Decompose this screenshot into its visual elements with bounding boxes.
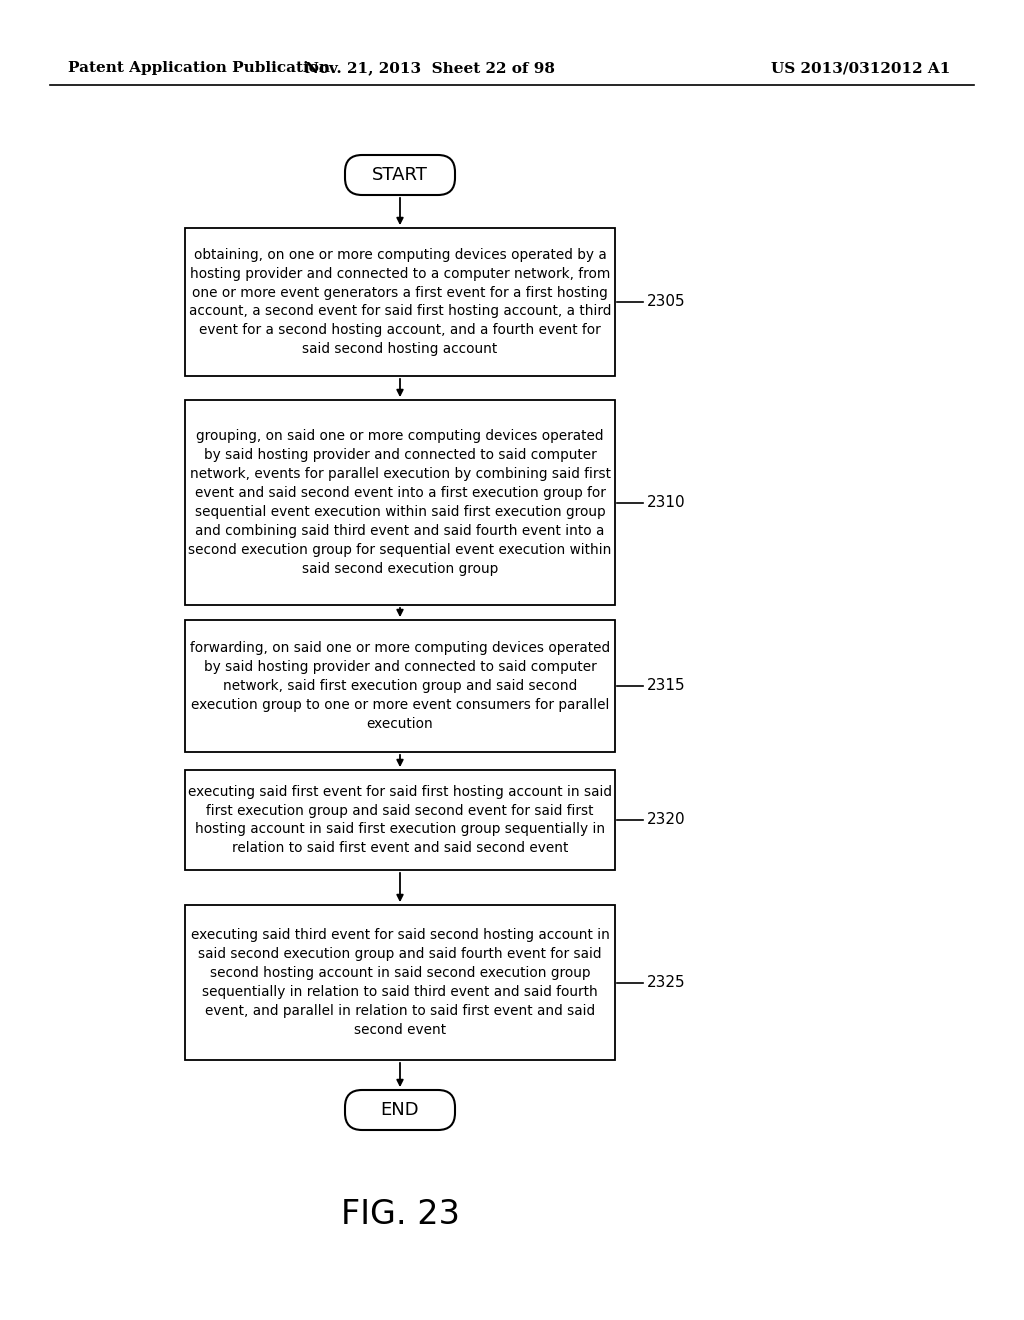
Text: Patent Application Publication: Patent Application Publication (68, 61, 330, 75)
Text: forwarding, on said one or more computing devices operated
by said hosting provi: forwarding, on said one or more computin… (189, 642, 610, 731)
Text: 2325: 2325 (647, 975, 686, 990)
Text: 2320: 2320 (647, 813, 686, 828)
Text: FIG. 23: FIG. 23 (341, 1199, 460, 1232)
Text: 2310: 2310 (647, 495, 686, 510)
FancyBboxPatch shape (185, 228, 615, 376)
Text: grouping, on said one or more computing devices operated
by said hosting provide: grouping, on said one or more computing … (188, 429, 611, 576)
FancyBboxPatch shape (185, 620, 615, 752)
FancyBboxPatch shape (345, 154, 455, 195)
Text: obtaining, on one or more computing devices operated by a
hosting provider and c: obtaining, on one or more computing devi… (188, 248, 611, 356)
FancyBboxPatch shape (185, 906, 615, 1060)
Text: US 2013/0312012 A1: US 2013/0312012 A1 (771, 61, 950, 75)
Text: 2315: 2315 (647, 678, 686, 693)
Text: START: START (372, 166, 428, 183)
Text: END: END (381, 1101, 419, 1119)
Text: executing said third event for said second hosting account in
said second execut: executing said third event for said seco… (190, 928, 609, 1038)
Text: Nov. 21, 2013  Sheet 22 of 98: Nov. 21, 2013 Sheet 22 of 98 (305, 61, 555, 75)
Text: 2305: 2305 (647, 294, 686, 309)
FancyBboxPatch shape (185, 770, 615, 870)
FancyBboxPatch shape (345, 1090, 455, 1130)
FancyBboxPatch shape (185, 400, 615, 605)
Text: executing said first event for said first hosting account in said
first executio: executing said first event for said firs… (188, 784, 612, 855)
